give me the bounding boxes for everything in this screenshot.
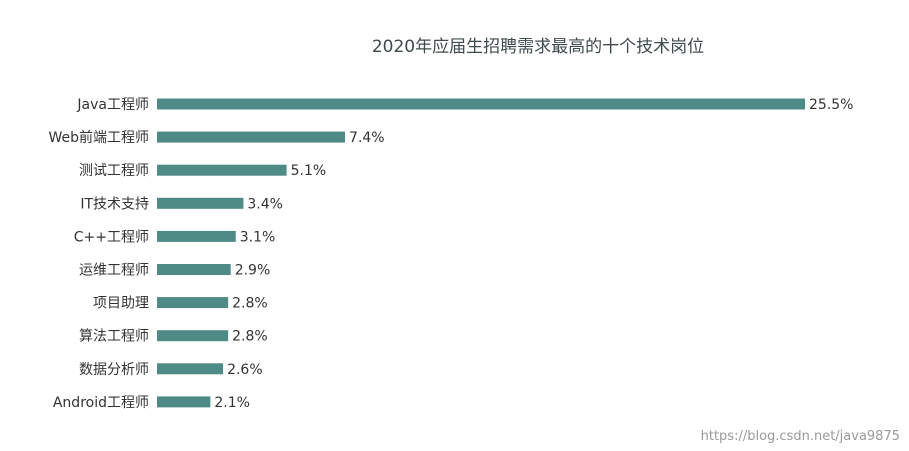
bar	[157, 264, 231, 275]
value-label: 3.1%	[240, 229, 276, 245]
bars-group: Java工程师 25.5% Web前端工程师 7.4% 测试工程师 5.1% IT技术支持 3…	[48, 97, 853, 411]
category-label: 测试工程师	[79, 163, 149, 179]
category-label: C++工程师	[74, 229, 149, 245]
category-label: Java工程师	[76, 97, 149, 113]
value-label: 2.9%	[235, 263, 271, 279]
bar	[157, 164, 287, 176]
value-label: 3.4%	[247, 196, 283, 212]
value-label: 2.1%	[214, 395, 250, 411]
chart-title: 2020年应届生招聘需求最高的十个技术岗位	[372, 37, 704, 57]
bar	[157, 297, 229, 309]
value-label: 2.8%	[232, 296, 268, 312]
value-label: 7.4%	[349, 130, 385, 146]
bar	[157, 98, 805, 110]
value-label: 2.6%	[227, 362, 263, 378]
category-label: Web前端工程师	[48, 129, 149, 146]
category-label: IT技术支持	[80, 196, 149, 212]
value-label: 25.5%	[809, 97, 853, 113]
bar	[157, 363, 224, 375]
bar	[157, 197, 244, 209]
bar	[157, 230, 236, 242]
category-label: 运维工程师	[79, 263, 149, 279]
bar	[157, 330, 229, 342]
category-label: 算法工程师	[79, 329, 149, 345]
category-label: Android工程师	[53, 395, 149, 411]
bar	[157, 396, 211, 408]
category-label: 数据分析师	[79, 362, 149, 378]
value-label: 5.1%	[291, 163, 327, 179]
watermark-text: https://blog.csdn.net/java9875	[701, 429, 900, 444]
value-label: 2.8%	[232, 329, 268, 345]
bar	[157, 131, 346, 143]
category-label: 项目助理	[93, 296, 149, 312]
